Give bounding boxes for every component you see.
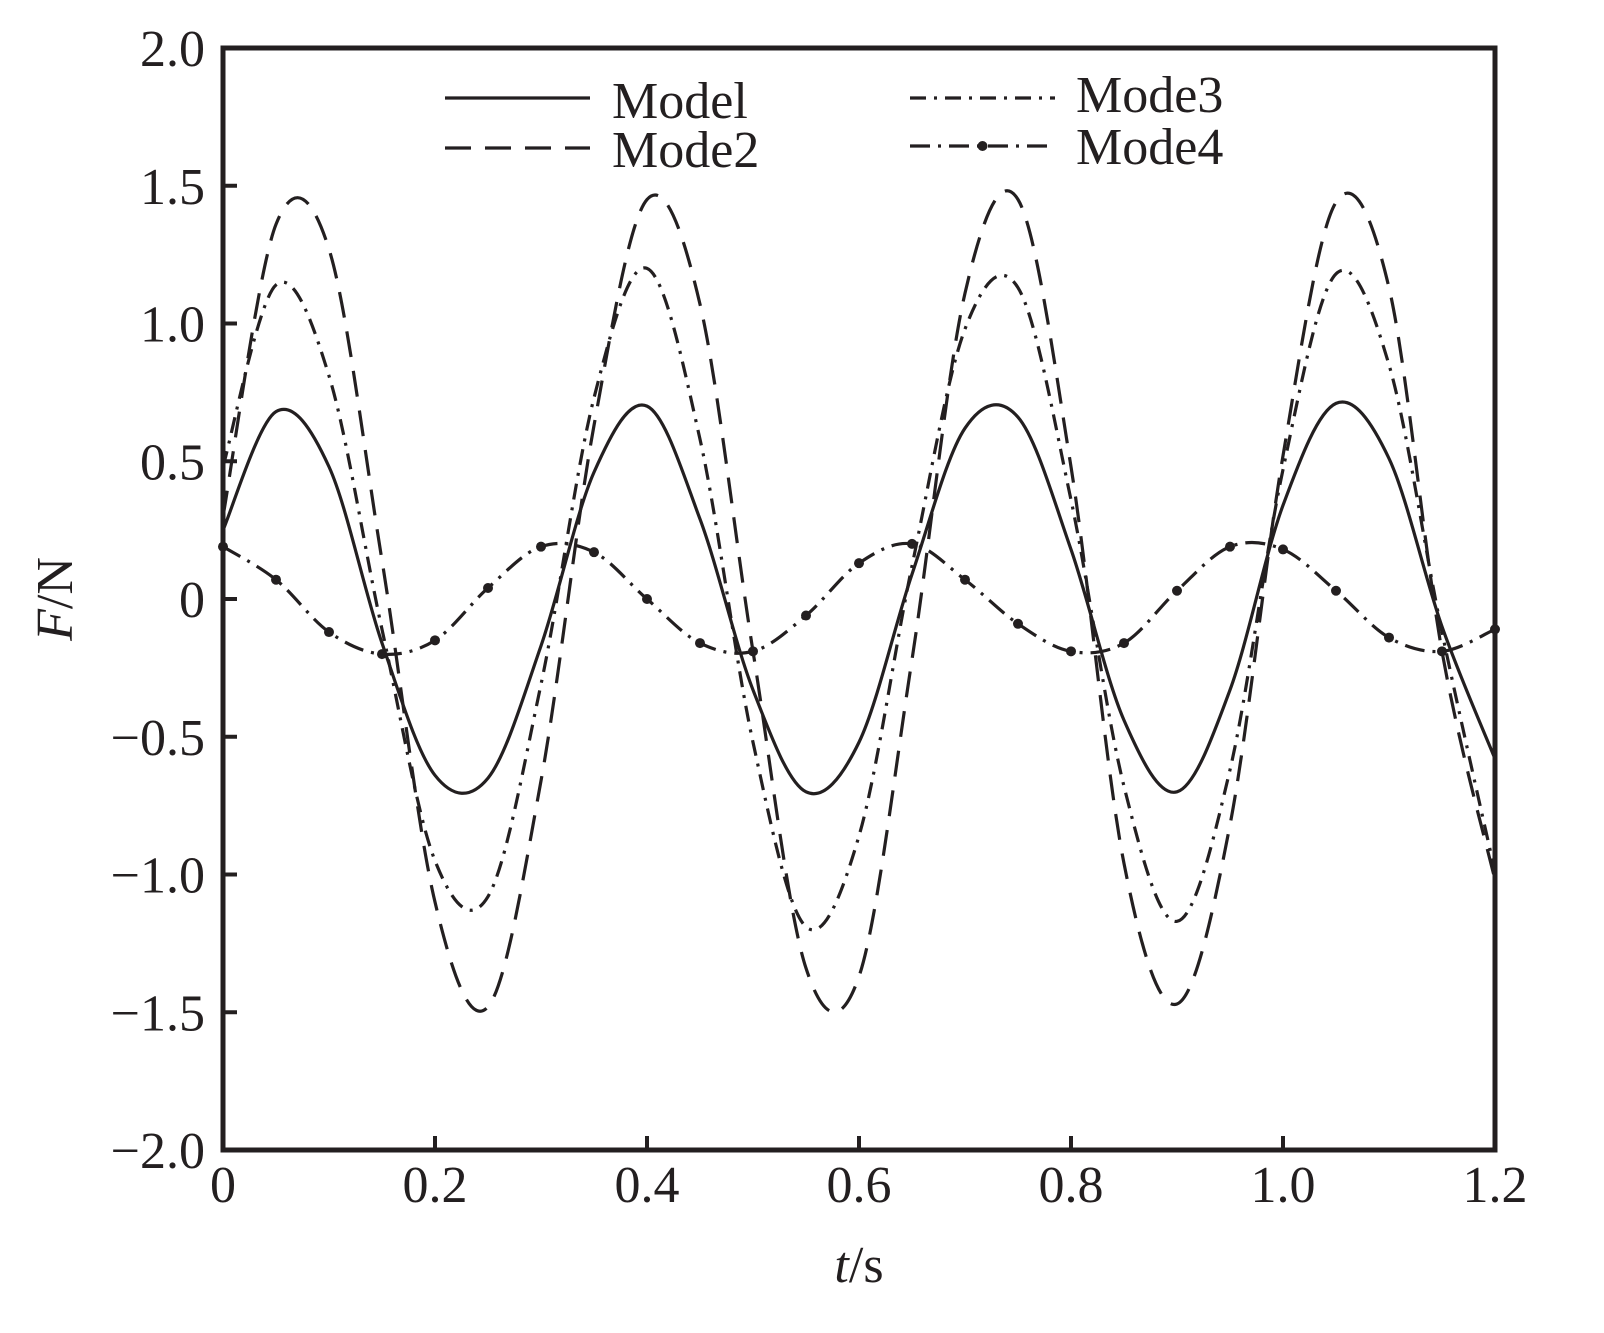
legend-label: Mode3 [1076, 67, 1223, 124]
legend-marker [977, 141, 988, 151]
legend-label: Model [612, 73, 748, 130]
y-axis-label: F/N [27, 557, 84, 642]
series-point [377, 649, 387, 660]
y-tick-label: 0.5 [140, 434, 205, 491]
plot-curves [218, 189, 1500, 1014]
series-mode2 [221, 189, 1497, 1014]
x-axis-variable: t [834, 1237, 850, 1294]
legend-label: Mode2 [612, 122, 759, 179]
x-tick-label: 1.2 [1463, 1157, 1528, 1214]
y-tick-labels: 2.0 1.5 1.0 0.5 0 −0.5 −1.0 −1.5 −2.0 [111, 21, 205, 1180]
series-point [1331, 585, 1341, 596]
series-line [221, 400, 1497, 796]
series-mode3 [221, 266, 1497, 932]
series-point [642, 594, 652, 604]
series-model [221, 400, 1497, 796]
series-point [1384, 632, 1394, 643]
legend-item: Mode3 [910, 67, 1223, 124]
x-axis-label: t/s [834, 1237, 883, 1294]
series-point [960, 574, 970, 585]
legend-item: Model [445, 73, 748, 130]
series-point [1225, 541, 1235, 552]
series-point [1066, 646, 1076, 657]
legend-item: Mode4 [910, 119, 1223, 176]
series-point [1437, 646, 1447, 657]
plot-frame [220, 45, 1498, 1153]
y-tick-label: 1.5 [140, 159, 205, 216]
y-tick-label: 2.0 [140, 21, 205, 78]
x-tick-labels: 0 0.2 0.4 0.6 0.8 1.0 1.2 [210, 1157, 1528, 1214]
y-axis-unit: /N [27, 557, 84, 609]
x-tick-label: 0 [210, 1157, 236, 1214]
x-tick-label: 0.2 [403, 1157, 468, 1214]
x-tick-label: 0.6 [827, 1157, 892, 1214]
series-point [324, 627, 334, 638]
series-line [221, 266, 1497, 932]
y-tick-label: 1.0 [140, 297, 205, 354]
series-point [483, 582, 493, 593]
x-tick-label: 0.8 [1039, 1157, 1104, 1214]
series-point [1278, 544, 1288, 555]
y-tick-label: −0.5 [111, 710, 205, 767]
series-point [801, 610, 811, 621]
series-point [1013, 618, 1023, 629]
legend-item: Mode2 [445, 122, 759, 179]
series-point [271, 574, 281, 585]
y-tick-label: −1.5 [111, 985, 205, 1042]
series-point [589, 547, 599, 558]
y-axis-variable: F [27, 608, 84, 642]
legend: Model Mode3 Mode2 Mode4 [445, 67, 1223, 179]
series-point [536, 541, 546, 552]
series-mode4 [218, 538, 1500, 660]
y-tick-label: 0 [179, 572, 205, 629]
y-tick-label: −2.0 [111, 1123, 205, 1180]
x-axis-unit: /s [849, 1237, 884, 1294]
x-tick-label: 1.0 [1251, 1157, 1316, 1214]
series-point [695, 638, 705, 649]
legend-label: Mode4 [1076, 119, 1223, 176]
y-tick-label: −1.0 [111, 848, 205, 905]
series-point [748, 646, 758, 657]
series-point [1119, 638, 1129, 649]
series-point [430, 635, 440, 646]
series-line [221, 189, 1497, 1014]
series-point [1172, 585, 1182, 596]
series-point [854, 558, 864, 569]
series-point [907, 538, 917, 549]
x-tick-label: 0.4 [615, 1157, 680, 1214]
axis-ticks [221, 46, 1497, 1152]
